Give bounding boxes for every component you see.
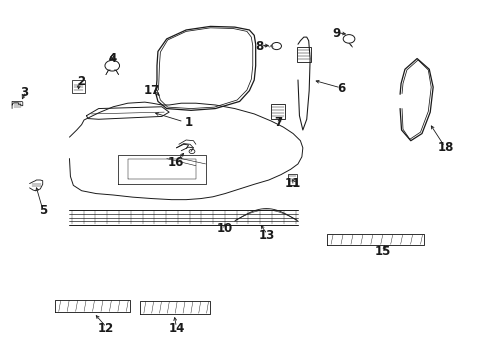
Text: 9: 9 xyxy=(332,27,340,40)
Text: 11: 11 xyxy=(285,177,301,190)
Text: 8: 8 xyxy=(254,40,263,53)
Circle shape xyxy=(189,149,195,154)
Circle shape xyxy=(271,42,281,50)
Text: 1: 1 xyxy=(184,116,192,129)
Circle shape xyxy=(343,35,354,43)
FancyBboxPatch shape xyxy=(296,48,310,63)
Text: 3: 3 xyxy=(20,86,29,99)
FancyBboxPatch shape xyxy=(270,104,285,119)
Text: 2: 2 xyxy=(78,75,85,88)
Text: 17: 17 xyxy=(143,84,160,97)
FancyBboxPatch shape xyxy=(287,174,297,185)
Text: 10: 10 xyxy=(217,222,233,235)
Text: 13: 13 xyxy=(258,229,274,242)
Text: 18: 18 xyxy=(437,141,453,154)
Text: 7: 7 xyxy=(274,116,282,129)
Text: 15: 15 xyxy=(374,245,390,258)
Text: 6: 6 xyxy=(337,82,345,95)
Text: 4: 4 xyxy=(108,52,116,65)
Text: 14: 14 xyxy=(168,322,184,335)
FancyBboxPatch shape xyxy=(72,80,85,93)
Text: 16: 16 xyxy=(167,156,183,168)
Circle shape xyxy=(105,60,119,71)
Text: 5: 5 xyxy=(39,204,47,217)
Text: 12: 12 xyxy=(98,322,114,335)
